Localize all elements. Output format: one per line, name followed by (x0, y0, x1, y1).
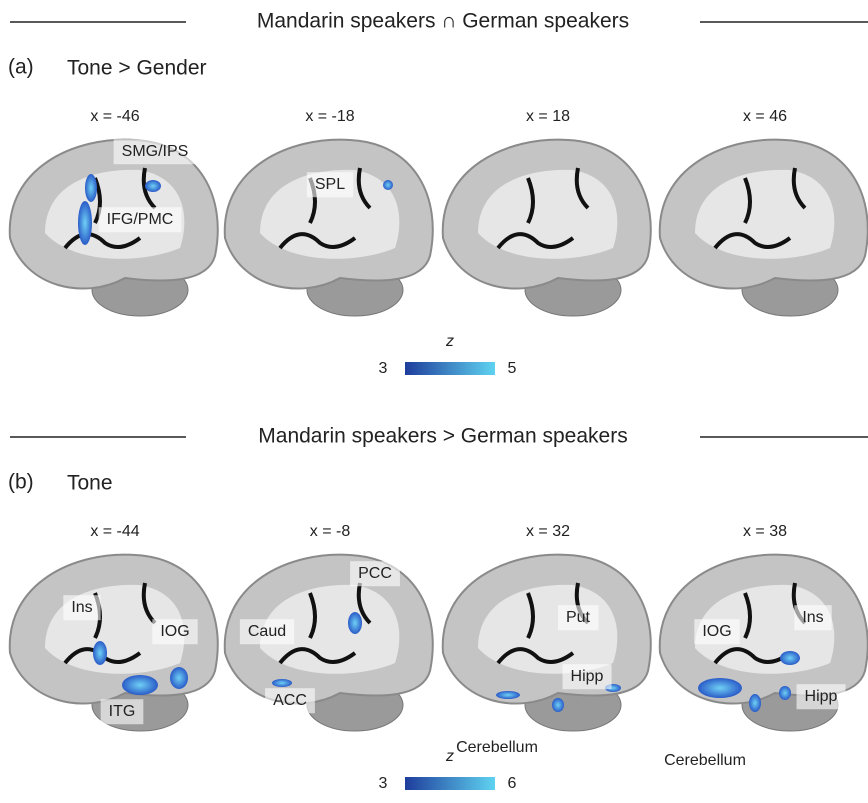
brain (660, 140, 868, 316)
activation (496, 691, 520, 699)
region-label: IFG/PMC (107, 211, 174, 228)
activation (749, 694, 761, 712)
region-label: ACC (273, 692, 307, 709)
region-label: SMG/IPS (122, 143, 189, 160)
panel-letter: (a) (8, 56, 34, 79)
slice-label: x = 32 (526, 523, 570, 540)
colorbar-min: 3 (379, 775, 388, 792)
activation (698, 678, 742, 698)
slice-label: x = 38 (743, 523, 787, 540)
slice-label: x = -46 (90, 108, 139, 125)
activation (348, 612, 362, 634)
activation (170, 667, 188, 689)
activation (272, 679, 292, 687)
region-label: IOG (160, 623, 189, 640)
region-label: Put (566, 609, 591, 626)
region-label: ITG (109, 703, 136, 720)
activation (122, 675, 158, 695)
activation (552, 698, 564, 712)
slice-label: x = -18 (305, 108, 354, 125)
brain (443, 140, 651, 316)
slice-label: x = -8 (310, 523, 351, 540)
region-label: PCC (358, 565, 392, 582)
figure: Mandarin speakers ∩ German speakers (a) To… (0, 0, 868, 803)
region-label: Ins (71, 599, 92, 616)
region-label: SPL (315, 176, 345, 193)
activation (383, 180, 393, 190)
brain (225, 140, 433, 316)
region-label: Cerebellum (456, 739, 538, 756)
region-label: Ins (802, 609, 823, 626)
slice-label: x = 18 (526, 108, 570, 125)
colorbar (405, 777, 495, 790)
activation (780, 651, 800, 665)
slice-label: x = 46 (743, 108, 787, 125)
colorbar-max: 5 (508, 360, 517, 377)
activation (145, 180, 161, 192)
section-header: Mandarin speakers ∩ German speakers (257, 10, 629, 33)
region-label: Caud (248, 623, 286, 640)
section-header: Mandarin speakers > German speakers (258, 425, 627, 448)
region-label: Hipp (805, 688, 838, 705)
colorbar-label: z (445, 333, 454, 350)
colorbar-min: 3 (379, 360, 388, 377)
panel-letter: (b) (8, 471, 34, 494)
brain (443, 555, 651, 731)
region-label: Hipp (571, 668, 604, 685)
panel-title: Tone (67, 472, 113, 495)
activation (85, 174, 97, 202)
activation (779, 686, 791, 700)
activation (93, 641, 107, 665)
colorbar-label: z (445, 748, 454, 765)
activation (78, 201, 92, 245)
region-label: IOG (702, 623, 731, 640)
region-label: Cerebellum (664, 752, 746, 769)
colorbar (405, 362, 495, 375)
slice-label: x = -44 (90, 523, 139, 540)
colorbar-max: 6 (508, 775, 517, 792)
panel-title: Tone > Gender (67, 57, 207, 80)
